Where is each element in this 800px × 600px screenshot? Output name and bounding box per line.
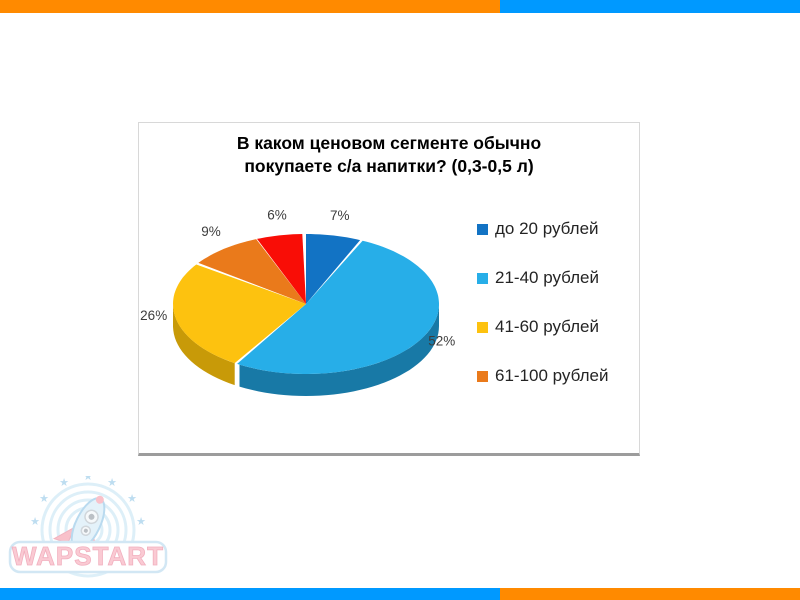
star-icon: ★ [134, 540, 144, 553]
legend-swatch [477, 321, 488, 333]
legend-swatch [477, 272, 488, 284]
star-icon: ★ [32, 540, 42, 553]
star-icon: ★ [59, 476, 69, 489]
logo-text: WAPSTART [12, 541, 164, 571]
pie-slice-side [239, 304, 439, 396]
logo-banner [8, 540, 168, 574]
legend-item: до 20 рублей [477, 219, 608, 239]
legend-item: 61-100 рублей [477, 366, 608, 386]
star-icon: ★ [136, 515, 146, 528]
legend-label: до 20 рублей [495, 219, 599, 238]
wapstart-logo: ★ ★ ★ ★ ★ ★ ★ ★ ★ ★ ★ WAPSTART [8, 476, 168, 578]
pie-slice [257, 234, 306, 304]
legend-swatch [477, 370, 488, 382]
pie-slice [306, 234, 361, 304]
legend-item: 21-40 рублей [477, 268, 608, 288]
pie-data-label: 52% [428, 333, 455, 348]
logo-stars: ★ ★ ★ ★ ★ ★ ★ ★ ★ ★ ★ [30, 476, 146, 575]
top-bar [0, 0, 800, 13]
bottom-bar-right-segment [500, 588, 800, 600]
pie-data-label: 6% [267, 208, 287, 223]
pie-slice [173, 264, 306, 364]
legend-label: 41-60 рублей [495, 317, 600, 336]
legend-swatch [477, 223, 488, 235]
top-bar-right-segment [500, 0, 800, 13]
star-icon: ★ [121, 562, 131, 575]
star-icon: ★ [30, 515, 40, 528]
pie-slice-side [173, 304, 235, 386]
bottom-bar [0, 588, 800, 600]
logo-circles [40, 482, 136, 578]
star-icon: ★ [83, 476, 93, 483]
chart-panel: В каком ценовом сегменте обычно покупает… [138, 122, 640, 456]
pie-slice [198, 239, 306, 304]
star-icon: ★ [45, 562, 55, 575]
chart-title: В каком ценовом сегменте обычно покупает… [236, 133, 542, 177]
star-icon: ★ [39, 492, 49, 505]
star-icon: ★ [107, 476, 117, 489]
legend-label: 61-100 рублей [495, 366, 609, 385]
legend-label: 21-40 рублей [495, 268, 600, 287]
chart-legend: до 20 рублей 21-40 рублей 41-60 рублей 61-1… [477, 219, 608, 415]
pie-data-label: 7% [330, 208, 350, 223]
pie-data-label: 9% [201, 224, 221, 239]
star-icon: ★ [127, 492, 137, 505]
bottom-bar-left-segment [0, 588, 500, 600]
pie-chart: 7% 52% 26% 9% 6% [140, 208, 455, 396]
legend-item: 41-60 рублей [477, 317, 608, 337]
pie-data-label: 26% [140, 308, 167, 323]
rocket-icon [52, 495, 106, 573]
pie-slice [237, 240, 439, 374]
top-bar-left-segment [0, 0, 500, 13]
